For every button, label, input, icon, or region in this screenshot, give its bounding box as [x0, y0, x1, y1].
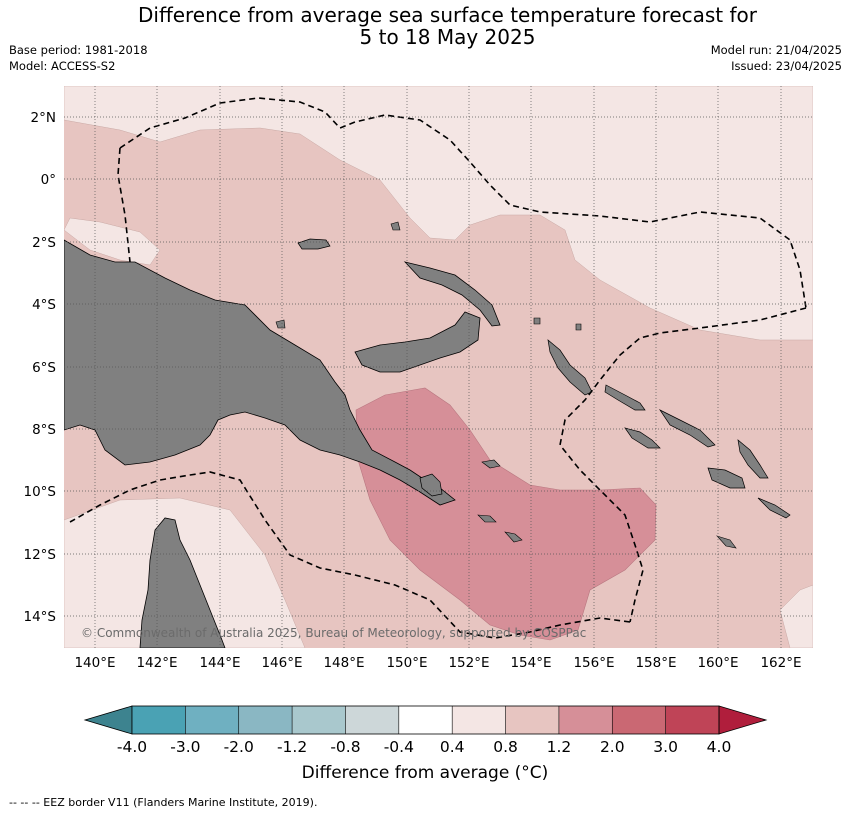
lon-label: 140°E: [74, 655, 115, 671]
eez-footnote: -- -- -- EEZ border V11 (Flanders Marine…: [9, 796, 318, 809]
land-cape-york: [139, 517, 226, 648]
colorbar-swatch: [612, 706, 666, 734]
lat-label: 14°S: [24, 609, 57, 625]
colorbar-tick-label: -3.0: [170, 738, 200, 756]
eez-border-solomons: [559, 307, 807, 623]
colorbar-tick-label: -0.4: [384, 738, 414, 756]
colorbar-tick-label: 4.0: [707, 738, 732, 756]
colorbar-extend-high: [718, 705, 768, 735]
colorbar-swatch: [505, 706, 559, 734]
lat-label: 2°N: [31, 110, 56, 126]
colorbar-tick-label: -1.2: [277, 738, 307, 756]
lon-label: 156°E: [573, 655, 614, 671]
chart-title: Difference from average sea surface temp…: [0, 4, 850, 48]
graticule: [64, 86, 813, 648]
land-guadalcanal: [707, 467, 746, 489]
colorbar-swatch: [185, 706, 239, 734]
anomaly-region-0.4-0.8-west: [64, 217, 161, 266]
land-new-georgia: [624, 427, 661, 449]
land-islet-2: [275, 319, 286, 329]
land-malaita: [737, 439, 769, 479]
lon-label: 160°E: [697, 655, 738, 671]
anomaly-region-1.2-2.0: [355, 387, 657, 641]
lon-label: 150°E: [386, 655, 427, 671]
land-fergusson: [419, 473, 443, 497]
land-islet-3: [716, 535, 737, 549]
colorbar-tick-label: 2.0: [600, 738, 625, 756]
land-bougainville: [547, 339, 593, 396]
colorbar-swatch: [398, 706, 453, 734]
lon-label: 154°E: [510, 655, 551, 671]
meta-right: Model run: 21/04/2025 Issued: 23/04/2025: [711, 42, 842, 74]
lat-label: 6°S: [32, 360, 56, 376]
lon-label: 152°E: [448, 655, 489, 671]
land-islet-1: [390, 221, 401, 231]
land-woodlark: [481, 459, 501, 469]
lon-label: 146°E: [261, 655, 302, 671]
land-rossel: [504, 531, 523, 543]
base-period: Base period: 1981-2018: [9, 43, 148, 57]
land-santa-isabel: [658, 409, 716, 448]
colorbar-swatch: [665, 706, 719, 734]
lat-label: 2°S: [32, 235, 56, 251]
colorbar-tick-label: -2.0: [224, 738, 254, 756]
land-islet-4: [533, 317, 541, 325]
land-san-cristobal: [757, 497, 791, 519]
title-line-2: 5 to 18 May 2025: [359, 25, 536, 49]
title-line-1: Difference from average sea surface temp…: [137, 3, 757, 27]
anomaly-region-0.4-0.8-southeast: [779, 584, 813, 648]
colorbar: -4.0 -3.0 -2.0 -1.2 -0.8 -0.4 0.4 0.8 1.2 2.0 3.0 4…: [83, 705, 768, 756]
eez-border-png-south: [69, 471, 631, 639]
land-new-ireland: [403, 261, 501, 327]
lat-label: 8°S: [32, 422, 56, 438]
lon-label: 142°E: [136, 655, 177, 671]
latitude-labels: 2°N 0° 2°S 4°S 6°S 8°S 10°S 12°S 14°S: [24, 110, 57, 625]
colorbar-tick-label: 0.4: [440, 738, 465, 756]
colorbar-swatch: [238, 706, 293, 734]
issued-date: Issued: 23/04/2025: [731, 59, 842, 73]
lon-label: 158°E: [635, 655, 676, 671]
copyright-watermark: © Commonwealth of Australia 2025, Bureau…: [81, 626, 586, 640]
anomaly-region-0.4-0.8-north: [64, 86, 813, 341]
land-new-guinea: [64, 239, 456, 506]
map-area: © Commonwealth of Australia 2025, Bureau…: [64, 86, 813, 648]
colorbar-tick-label: -0.8: [330, 738, 360, 756]
colorbar-swatch: [345, 706, 399, 734]
model-name: Model: ACCESS-S2: [9, 59, 116, 73]
land-misima: [477, 514, 497, 523]
eez-borders: [69, 97, 807, 639]
lat-label: 10°S: [24, 484, 57, 500]
lat-label: 0°: [41, 172, 56, 188]
colorbar-tick-label: 3.0: [653, 738, 678, 756]
colorbar-tick-label: -4.0: [117, 738, 147, 756]
colorbar-outline: [131, 705, 720, 735]
lon-label: 144°E: [199, 655, 240, 671]
sst-anomaly-map: © Commonwealth of Australia 2025, Bureau…: [24, 86, 813, 756]
colorbar-extend-low: [83, 705, 133, 735]
meta-left: Base period: 1981-2018 Model: ACCESS-S2: [9, 42, 148, 74]
colorbar-tick-label: 0.8: [493, 738, 518, 756]
lon-label: 148°E: [323, 655, 364, 671]
colorbar-tick-label: 1.2: [547, 738, 572, 756]
land-choiseul: [604, 384, 646, 411]
lat-label: 4°S: [32, 297, 56, 313]
land-manus: [297, 238, 331, 250]
lat-label: 12°S: [24, 547, 57, 563]
colorbar-swatch: [292, 706, 346, 734]
colorbar-swatch: [452, 706, 506, 734]
colorbar-label: Difference from average (°C): [301, 763, 549, 783]
colorbar-swatch: [558, 706, 613, 734]
eez-border-png-west: [117, 147, 131, 263]
model-run: Model run: 21/04/2025: [710, 43, 842, 57]
land-islet-5: [575, 323, 582, 331]
colorbar-swatch: [132, 706, 186, 734]
lon-label: 162°E: [760, 655, 801, 671]
land-new-britain: [354, 311, 481, 373]
longitude-labels: 140°E 142°E 144°E 146°E 148°E 150°E 152°…: [74, 655, 801, 671]
